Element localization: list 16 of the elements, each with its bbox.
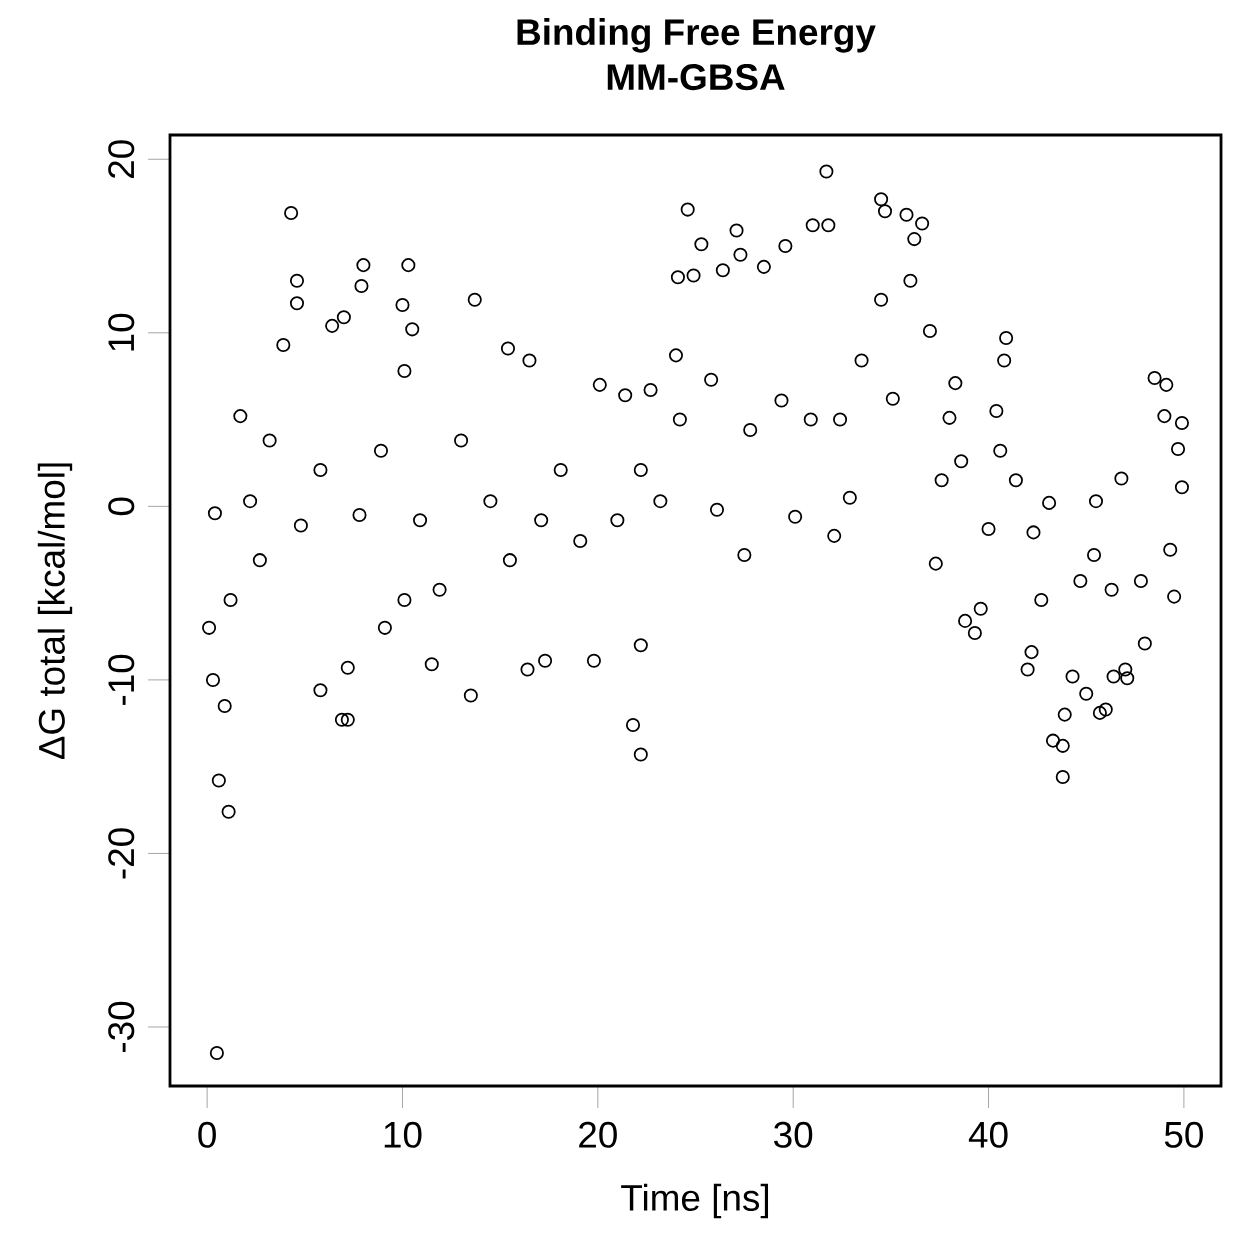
x-tick-label: 20	[579, 1121, 617, 1148]
y-axis-title: ΔG total [kcal/mol]	[37, 463, 73, 760]
y-tick-label: 10	[108, 313, 135, 351]
y-tick-label: -30	[108, 1001, 135, 1053]
y-tick-label: -20	[108, 828, 135, 879]
y-tick-label: 0	[108, 497, 135, 516]
x-tick-label: 40	[968, 1121, 1008, 1148]
y-tick-label: 20	[108, 140, 135, 178]
x-tick-label: 50	[1164, 1121, 1203, 1148]
x-tick-label: 0	[198, 1121, 216, 1148]
x-axis-title: Time [ns]	[621, 1183, 769, 1219]
chart-title: Binding Free Energy	[517, 18, 876, 53]
y-tick-label: -10	[108, 654, 135, 705]
x-tick-label: 10	[384, 1121, 422, 1148]
x-tick-label: 30	[774, 1121, 813, 1148]
chart-subtitle: MM-GBSA	[607, 64, 785, 91]
